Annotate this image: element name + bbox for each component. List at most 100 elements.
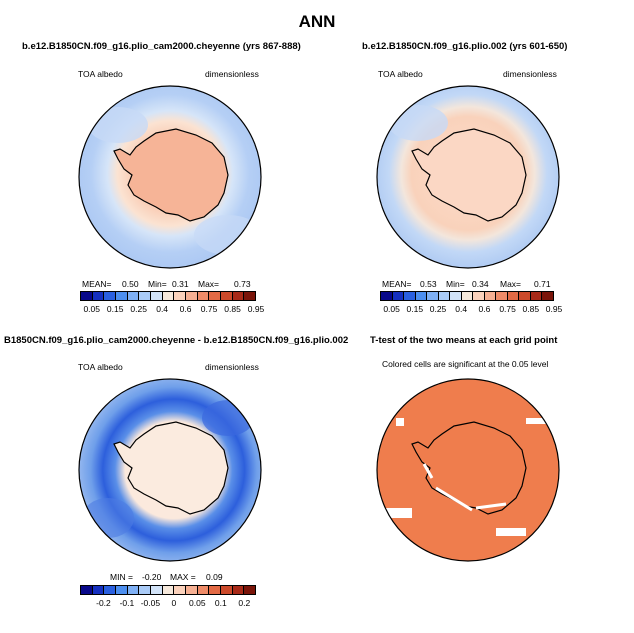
panel-3-colorbar-swatch	[196, 586, 209, 594]
panel-3-colorbar-swatch	[81, 586, 92, 594]
panel-1-colorbar-swatch	[91, 292, 104, 300]
panel-2-colorbar-ticks: 0.05 0.15 0.25 0.4 0.6 0.75 0.85 0.95	[380, 304, 562, 316]
antarctica-coastline	[411, 128, 527, 222]
panel-3-variable-label: TOA albedo	[78, 362, 123, 372]
panel-2-colorbar-swatch	[483, 292, 496, 300]
panel-3-colorbar-swatch	[231, 586, 244, 594]
panel-1-colorbar-swatch	[231, 292, 244, 300]
panel-4-note: Colored cells are significant at the 0.0…	[382, 359, 549, 369]
panel-1-mean-label: MEAN=	[82, 279, 112, 289]
panel-3-colorbar-tick-label: -0.2	[96, 598, 111, 608]
panel-3-colorbar	[80, 585, 256, 595]
panel-3-min-value: -0.20	[142, 572, 162, 582]
panel-2-colorbar-tick-label: 0.4	[455, 304, 468, 314]
panel-2-colorbar-swatch	[460, 292, 473, 300]
antarctica-coastline	[113, 128, 229, 222]
panel-1-colorbar-swatch	[208, 292, 221, 300]
panel-2-colorbar-swatch	[518, 292, 530, 300]
panel-2-colorbar-swatch	[541, 292, 553, 300]
panel-2-mean-label: MEAN=	[382, 279, 412, 289]
panel-1-max-value: 0.73	[234, 279, 251, 289]
panel-2-max-label: Max=	[500, 279, 522, 289]
panel-1-variable-label: TOA albedo	[78, 69, 123, 79]
panel-2-colorbar-swatch	[449, 292, 461, 300]
panel-2-colorbar-swatch	[529, 292, 542, 300]
panel-1-colorbar-swatch	[243, 292, 256, 300]
panel-1-min-value: 0.31	[172, 279, 189, 289]
panel-2-colorbar-swatch	[403, 292, 415, 300]
panel-2-colorbar-tick-label: 0.25	[429, 304, 447, 314]
panel-1-mean-value: 0.50	[122, 279, 139, 289]
panel-2-colorbar-swatch	[426, 292, 438, 300]
panel-2-colorbar-tick-label: 0.05	[383, 304, 400, 314]
panel-3-colorbar-swatch	[150, 586, 162, 594]
panel-1-colorbar-swatch	[220, 292, 232, 300]
panel-1-polar-map	[78, 85, 262, 269]
panel-1-colorbar-swatch	[103, 292, 116, 300]
panel-3-colorbar-swatch	[185, 586, 197, 594]
antarctica-coastline	[113, 421, 229, 515]
panel-1-colorbar-tick-label: 0.95	[247, 304, 265, 314]
panel-2-colorbar-tick-label: 0.95	[545, 304, 563, 314]
panel-3-title: B1850CN.f09_g16.plio_cam2000.cheyenne - …	[4, 335, 349, 346]
panel-3-min-label: MIN =	[110, 572, 133, 582]
panel-4-polar-map	[376, 378, 560, 562]
panel-3-polar-map	[78, 378, 262, 562]
panel-1-colorbar-tick-label: 0.4	[156, 304, 169, 314]
panel-3-colorbar-swatch	[208, 586, 221, 594]
panel-3-colorbar-swatch	[173, 586, 186, 594]
panel-2-colorbar-swatch	[414, 292, 427, 300]
panel-2-colorbar-swatch	[437, 292, 450, 300]
panel-2-colorbar-swatch	[381, 292, 392, 300]
panel-1-units-label: dimensionless	[205, 69, 259, 79]
panel-3-colorbar-swatch	[243, 586, 256, 594]
panel-2-variable-label: TOA albedo	[378, 69, 423, 79]
panel-1-colorbar-swatch	[126, 292, 139, 300]
panel-2-colorbar-swatch	[495, 292, 507, 300]
panel-2-colorbar-tick-label: 0.85	[522, 304, 540, 314]
panel-1-colorbar-tick-label: 0.85	[224, 304, 241, 314]
panel-3-colorbar-tick-label: 0.2	[238, 598, 251, 608]
panel-1-colorbar	[80, 291, 256, 301]
panel-3-colorbar-tick-label: 0.05	[189, 598, 206, 608]
panel-3-units-label: dimensionless	[205, 362, 259, 372]
panel-3-colorbar-swatch	[126, 586, 139, 594]
panel-3-colorbar-tick-label: -0.05	[140, 598, 161, 608]
panel-1-colorbar-swatch	[138, 292, 151, 300]
panel-2-colorbar-tick-label: 0.15	[406, 304, 424, 314]
panel-2-min-label: Min=	[446, 279, 465, 289]
panel-2-colorbar	[380, 291, 554, 301]
panel-1-colorbar-ticks: 0.05 0.15 0.25 0.4 0.6 0.75 0.85 0.95	[80, 304, 264, 316]
panel-4-title: T-test of the two means at each grid poi…	[370, 335, 558, 346]
panel-3-colorbar-tick-label: 0	[171, 598, 177, 608]
panel-3-max-value: 0.09	[206, 572, 223, 582]
panel-1-title: b.e12.B1850CN.f09_g16.plio_cam2000.cheye…	[22, 41, 301, 52]
panel-1-colorbar-tick-label: 0.75	[200, 304, 218, 314]
panel-2-colorbar-tick-label: 0.75	[499, 304, 516, 314]
panel-2-colorbar-swatch	[472, 292, 484, 300]
panel-1-colorbar-swatch	[173, 292, 186, 300]
panel-3-colorbar-swatch	[220, 586, 232, 594]
panel-1-colorbar-swatch	[161, 292, 174, 300]
panel-2-max-value: 0.71	[534, 279, 551, 289]
panel-1-max-label: Max=	[198, 279, 220, 289]
panel-1-colorbar-tick-label: 0.6	[179, 304, 192, 314]
panel-1-colorbar-tick-label: 0.15	[106, 304, 124, 314]
panel-3-max-label: MAX =	[170, 572, 196, 582]
panel-3-colorbar-swatch	[138, 586, 151, 594]
panel-3-colorbar-tick-label: 0.1	[214, 598, 227, 608]
panel-1-colorbar-swatch	[81, 292, 92, 300]
panel-2-min-value: 0.34	[472, 279, 489, 289]
panel-2-colorbar-swatch	[391, 292, 404, 300]
panel-2-polar-map	[376, 85, 560, 269]
panel-1-colorbar-tick-label: 0.05	[83, 304, 100, 314]
panel-3-colorbar-ticks: -0.2 -0.1 -0.05 0 0.05 0.1 0.2	[80, 598, 256, 610]
panel-3-colorbar-swatch	[115, 586, 127, 594]
panel-3-colorbar-tick-label: -0.1	[119, 598, 135, 608]
panel-2-mean-value: 0.53	[420, 279, 437, 289]
panel-1-colorbar-tick-label: 0.25	[130, 304, 147, 314]
panel-2-colorbar-swatch	[506, 292, 519, 300]
panel-3-colorbar-swatch	[161, 586, 174, 594]
figure-title: ANN	[298, 12, 336, 31]
panel-2-colorbar-tick-label: 0.6	[478, 304, 491, 314]
